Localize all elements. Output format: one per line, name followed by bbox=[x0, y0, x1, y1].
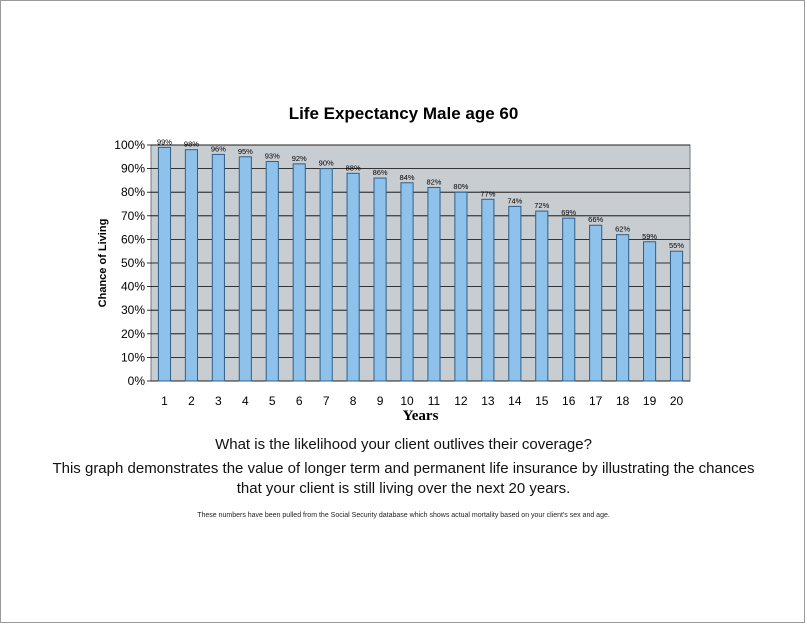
description-text: This graph demonstrates the value of lon… bbox=[52, 460, 755, 497]
y-tick-label: 50% bbox=[121, 256, 145, 270]
x-tick-label: 14 bbox=[508, 394, 522, 408]
data-label: 55% bbox=[669, 241, 684, 250]
x-tick-label: 10 bbox=[400, 394, 414, 408]
bar bbox=[211, 153, 225, 382]
bar bbox=[427, 186, 441, 382]
x-tick-label: 3 bbox=[215, 394, 222, 408]
bar bbox=[292, 163, 306, 382]
x-tick-label: 9 bbox=[377, 394, 384, 408]
x-tick-label: 18 bbox=[616, 394, 630, 408]
bar bbox=[346, 172, 360, 382]
y-axis-title: Chance of Living bbox=[97, 219, 109, 308]
data-label: 98% bbox=[184, 140, 199, 149]
data-label: 82% bbox=[426, 177, 441, 186]
y-tick-label: 30% bbox=[121, 303, 145, 317]
data-label: 95% bbox=[238, 147, 253, 156]
chart-title: Life Expectancy Male age 60 bbox=[288, 104, 519, 123]
data-label: 86% bbox=[373, 168, 388, 177]
data-label: 72% bbox=[534, 201, 549, 210]
x-tick-label: 19 bbox=[643, 394, 657, 408]
bar bbox=[238, 156, 252, 382]
x-tick-label: 7 bbox=[323, 394, 330, 408]
bar bbox=[669, 250, 684, 382]
x-tick-label: 16 bbox=[562, 394, 576, 408]
bar bbox=[508, 205, 522, 382]
x-tick-label: 13 bbox=[481, 394, 495, 408]
bar bbox=[616, 234, 630, 382]
data-label: 80% bbox=[453, 182, 468, 191]
bar bbox=[562, 217, 576, 382]
y-tick-label: 0% bbox=[128, 374, 146, 388]
x-tick-label: 5 bbox=[269, 394, 276, 408]
bar bbox=[589, 224, 603, 382]
x-tick-label: 20 bbox=[670, 394, 684, 408]
y-tick-label: 10% bbox=[121, 350, 145, 364]
y-tick-label: 20% bbox=[121, 327, 145, 341]
x-axis-title: Years bbox=[403, 408, 439, 424]
y-tick-label: 90% bbox=[121, 162, 145, 176]
data-label: 66% bbox=[588, 215, 603, 224]
data-label: 90% bbox=[319, 159, 334, 168]
bar bbox=[157, 146, 172, 382]
x-tick-label: 11 bbox=[428, 394, 441, 408]
bars bbox=[157, 146, 684, 382]
data-label: 77% bbox=[480, 189, 495, 198]
data-label: 99% bbox=[157, 137, 172, 146]
data-label: 88% bbox=[346, 163, 361, 172]
data-label: 62% bbox=[615, 225, 630, 234]
x-tick-label: 4 bbox=[242, 394, 249, 408]
y-tick-label: 70% bbox=[121, 209, 145, 223]
y-ticks: 0% 10% 20% 30% 40% 50% 60% 70% 80% 90% 100% bbox=[114, 138, 145, 388]
question-text: What is the likelihood your client outli… bbox=[215, 436, 592, 453]
x-tick-label: 8 bbox=[350, 394, 357, 408]
x-tick-label: 15 bbox=[535, 394, 549, 408]
data-label: 69% bbox=[561, 208, 576, 217]
x-ticks: 1 2 3 4 5 6 7 8 9 10 11 12 13 14 15 16 17 18 19 20 bbox=[161, 394, 683, 408]
y-tick-label: 100% bbox=[114, 138, 145, 152]
data-labels: 99% 98% 96% 95% 93% 92% 90% 88% 86% 84% 82% 80% 77% 7… bbox=[157, 137, 684, 250]
bar bbox=[454, 191, 468, 382]
x-tick-label: 1 bbox=[161, 394, 168, 408]
footnote-text: These numbers have been pulled from the … bbox=[197, 512, 610, 519]
bar bbox=[319, 168, 333, 382]
data-label: 93% bbox=[265, 152, 280, 161]
x-tick-label: 12 bbox=[454, 394, 468, 408]
bar bbox=[400, 182, 414, 382]
y-tick-label: 40% bbox=[121, 280, 145, 294]
x-tick-label: 6 bbox=[296, 394, 303, 408]
bar bbox=[481, 198, 495, 382]
data-label: 59% bbox=[642, 232, 657, 241]
bar bbox=[184, 149, 198, 382]
bar bbox=[643, 241, 657, 382]
data-label: 96% bbox=[211, 144, 226, 153]
bar bbox=[265, 161, 279, 382]
data-label: 84% bbox=[400, 173, 415, 182]
x-tick-label: 2 bbox=[188, 394, 195, 408]
data-label: 92% bbox=[292, 154, 307, 163]
x-tick-label: 17 bbox=[589, 394, 603, 408]
y-tick-label: 60% bbox=[121, 232, 145, 246]
y-tick-label: 80% bbox=[121, 185, 145, 199]
bar bbox=[373, 177, 387, 382]
data-label: 74% bbox=[507, 196, 522, 205]
bar bbox=[535, 210, 549, 382]
